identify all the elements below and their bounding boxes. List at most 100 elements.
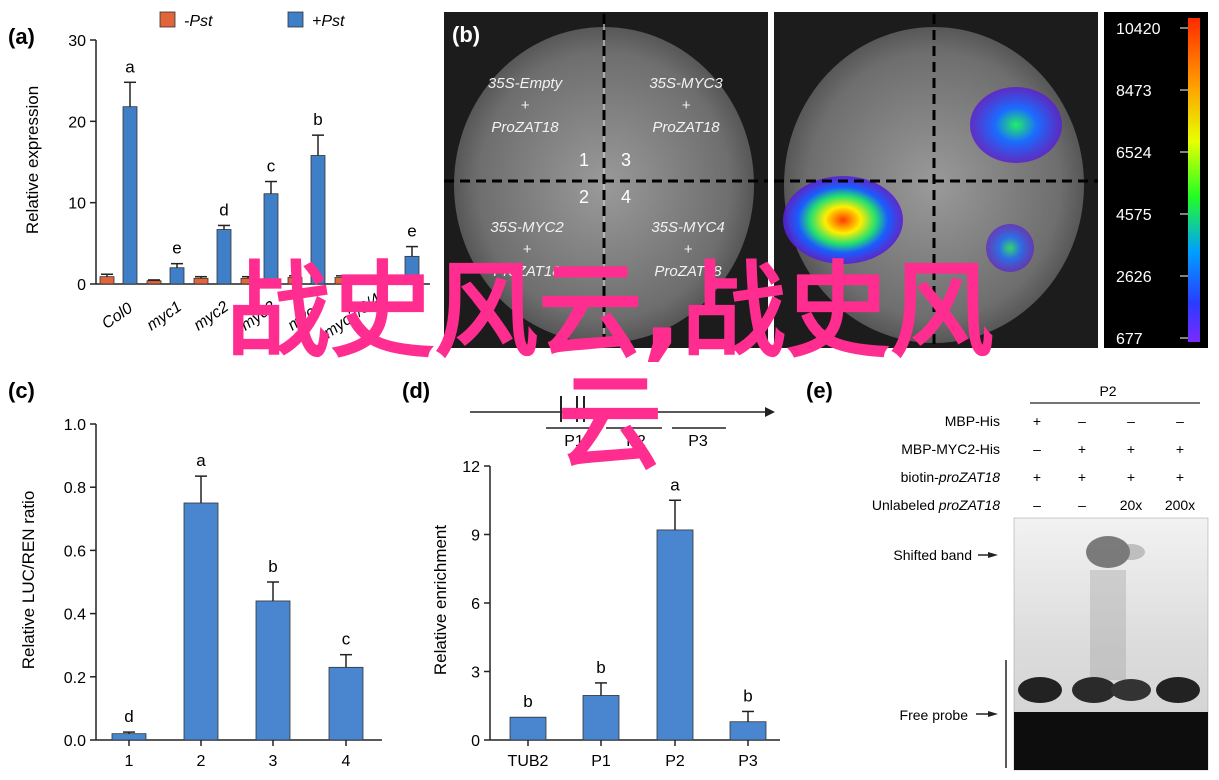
y-tick-label: 0.2 [64, 670, 86, 687]
emsa-cell: – [1176, 413, 1184, 429]
bar-plus-pst-myc1 [169, 267, 185, 285]
scale-label: 677 [1116, 331, 1143, 348]
emsa-table: MBP-His + – – – MBP-MYC2-His – + + + biotin-proZAT… [872, 413, 1195, 513]
chart-a-ylabel: Relative expression [23, 86, 42, 234]
probe-group-label: P2 [1099, 383, 1116, 399]
emsa-cell: – [1033, 497, 1041, 513]
bar-1 [111, 733, 147, 741]
y-tick-label: 30 [68, 33, 86, 50]
significance-letter-TUB2: b [523, 692, 532, 711]
element-mark-1 [560, 396, 562, 422]
y-tick-label: 0.0 [64, 733, 86, 750]
quadrant-label-1: 35S-Empty + ProZAT18 [488, 75, 564, 136]
significance-letter-4: c [342, 630, 351, 649]
bar-plus-pst-Col-0 [122, 106, 138, 285]
svg-text:ProZAT18: ProZAT18 [652, 119, 720, 136]
smear-lane2 [1090, 570, 1126, 680]
bar-minus-pst-myc2/3/4 [334, 277, 350, 285]
emsa-cell: + [1078, 469, 1086, 485]
y-tick-label: 20 [68, 114, 86, 131]
significance-letter-myc5: e [407, 222, 416, 241]
x-tick-label-P2: P2 [665, 753, 685, 770]
x-tick-label-myc4: myc4 [285, 298, 326, 334]
emsa-cell: 200x [1165, 497, 1195, 513]
color-scale-labels: 10420 8473 6524 4575 2626 677 [1116, 21, 1188, 348]
emsa-cell: – [1078, 413, 1086, 429]
scale-label: 6524 [1116, 145, 1152, 162]
y-tick-label: 0.8 [64, 480, 86, 497]
emsa-cell: + [1033, 413, 1041, 429]
element-mark-2 [576, 396, 578, 422]
shifted-band-arrow [988, 552, 998, 558]
free-probe-upper-lane2 [1072, 677, 1116, 703]
svg-text:35S-Empty: 35S-Empty [488, 75, 564, 92]
x-tick-label-myc1: myc1 [144, 298, 185, 334]
emsa-row-label: MBP-MYC2-His [901, 441, 1000, 457]
emsa-row-label: Unlabeled proZAT18 [872, 497, 1000, 513]
bar-minus-pst-myc2 [193, 277, 209, 285]
promoter-schematic: P1 P2 P3 [470, 396, 775, 450]
y-tick-label: 9 [471, 528, 480, 545]
bar-plus-pst-myc2 [216, 229, 232, 285]
quadrant-label-2: 35S-MYC3 + ProZAT18 [649, 75, 723, 136]
svg-text:35S-MYC4: 35S-MYC4 [651, 219, 724, 236]
x-tick-label-3: 3 [269, 753, 278, 770]
shifted-band-label: Shifted band [893, 547, 972, 563]
significance-letter-P1: b [596, 658, 605, 677]
chart-c-ylabel: Relative LUC/REN ratio [19, 491, 38, 670]
quadrant-number-2: 2 [579, 187, 589, 207]
bar-minus-pst-myc4 [287, 277, 303, 285]
color-scale-bar [1188, 18, 1200, 342]
significance-letter-myc1: e [172, 239, 181, 258]
emsa-cell: – [1127, 413, 1135, 429]
bar-minus-pst-myc3 [240, 277, 256, 285]
element-mark-3 [583, 396, 585, 422]
y-tick-label: 10 [68, 196, 86, 213]
svg-text:+: + [682, 97, 691, 114]
quadrant-number-1: 1 [579, 150, 589, 170]
significance-letter-P2: a [670, 475, 680, 494]
significance-letter-myc3: c [267, 157, 276, 176]
chart-d-ylabel: Relative enrichment [431, 525, 450, 676]
bar-3 [255, 600, 291, 741]
x-tick-label-1: 1 [125, 753, 134, 770]
panel-label-d: (d) [402, 378, 430, 403]
emsa-cell: + [1033, 469, 1041, 485]
emsa-cell: – [1033, 441, 1041, 457]
bar-minus-pst-Col-0 [99, 276, 115, 285]
panel-b: (b) 35S-Empty + ProZAT18 35S-MYC3 + ProZ… [444, 12, 1208, 348]
promoter-label-p1: P1 [564, 433, 584, 450]
svg-text:ProZAT18: ProZAT18 [491, 119, 559, 136]
significance-letter-myc4: b [313, 110, 322, 129]
x-tick-label-P3: P3 [738, 753, 758, 770]
free-probe-upper-lane1 [1018, 677, 1062, 703]
bar-2 [183, 502, 219, 741]
panel-label-c: (c) [8, 378, 35, 403]
emsa-cell: + [1078, 441, 1086, 457]
scale-label: 2626 [1116, 269, 1152, 286]
tss-arrow [765, 407, 775, 417]
chart-c-bars: d 1 a 2 b 3 c 4 [111, 451, 364, 770]
bar-4 [328, 666, 364, 741]
panel-e: (e) P2 MBP-His + – – – MBP-MYC2-His – + + + biotin… [806, 378, 1209, 771]
bar-P1 [582, 695, 620, 741]
emsa-cell: + [1127, 441, 1135, 457]
emsa-cell: + [1176, 441, 1184, 457]
svg-text:+: + [523, 241, 532, 258]
chart-a-legend: -Pst +Pst [159, 11, 345, 30]
panel-label-a: (a) [8, 24, 35, 49]
scale-label: 8473 [1116, 83, 1152, 100]
emsa-row-label: biotin-proZAT18 [901, 469, 1001, 485]
chart-d-axes: 0 3 6 9 12 [462, 459, 780, 750]
luminescence-signal-myc2 [783, 176, 903, 264]
promoter-label-p2: P2 [626, 433, 646, 450]
emsa-cell: + [1127, 469, 1135, 485]
emsa-cell: – [1078, 497, 1086, 513]
chart-d-bars: b TUB2 b P1 a P2 b P3 [508, 475, 767, 770]
y-tick-label: 0 [77, 277, 86, 294]
quadrant-label-3: 35S-MYC2 + ProZAT18 [490, 219, 564, 280]
bar-plus-pst-myc4 [310, 155, 326, 285]
legend-label-plus-pst: +Pst [312, 13, 345, 30]
shifted-band-lane3 [1117, 544, 1145, 560]
x-tick-label-myc2/3/4: myc2/3/4 [321, 291, 384, 342]
